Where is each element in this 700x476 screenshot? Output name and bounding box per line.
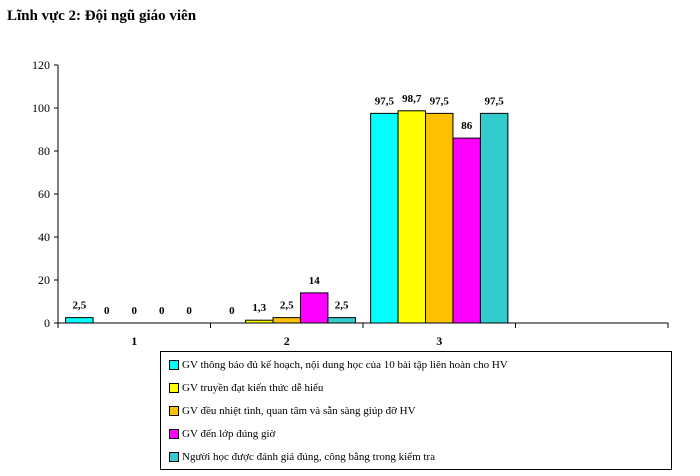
y-tick-label: 60 — [38, 187, 50, 201]
legend-item: GV thông báo đủ kế hoạch, nội dung học c… — [169, 356, 508, 374]
bar — [370, 112, 399, 324]
data-label: 0 — [104, 305, 110, 317]
data-label: 86 — [461, 120, 473, 132]
bar — [272, 317, 301, 324]
legend-label: GV thông báo đủ kế hoạch, nội dung học c… — [182, 359, 508, 371]
y-tick-label: 40 — [38, 230, 50, 244]
bar — [245, 319, 274, 324]
legend-item: Người học được đánh giá đúng, công bằng … — [169, 448, 435, 466]
data-label: 1,3 — [252, 302, 266, 314]
data-label: 0 — [229, 305, 235, 317]
data-label: 2,5 — [335, 300, 349, 312]
bar-chart: 0 20 40 60 80 100 120 1 2 3 2,5 0 0 0 0 0 1,3 2,5 14 2,5 97,… — [32, 58, 669, 348]
bar — [397, 110, 427, 324]
x-category-label: 1 — [131, 334, 137, 348]
x-category-label: 2 — [284, 334, 290, 348]
legend-item: GV đều nhiệt tình, quan tâm và sẵn sàng … — [169, 402, 416, 420]
bar — [479, 112, 509, 324]
data-label: 98,7 — [402, 93, 422, 105]
data-label: 14 — [309, 275, 321, 287]
legend-item: GV đến lớp đúng giờ — [169, 425, 275, 443]
x-category-label: 3 — [436, 334, 442, 348]
bar — [425, 112, 454, 324]
y-tick-label: 100 — [32, 101, 50, 115]
y-tick-label: 120 — [32, 58, 50, 72]
legend-swatch — [169, 406, 179, 416]
legend-swatch — [169, 360, 179, 370]
data-label: 0 — [186, 305, 192, 317]
legend-swatch — [169, 429, 179, 439]
bar — [299, 292, 329, 324]
data-label: 97,5 — [430, 95, 450, 107]
legend-label: GV truyền đạt kiến thức dễ hiểu — [182, 382, 324, 394]
bar — [327, 317, 356, 324]
legend-item: GV truyền đạt kiến thức dễ hiểu — [169, 379, 323, 397]
bar — [65, 317, 94, 324]
legend: GV thông báo đủ kế hoạch, nội dung học c… — [160, 351, 672, 470]
legend-swatch — [169, 383, 179, 393]
legend-label: GV đến lớp đúng giờ — [182, 428, 276, 440]
legend-label: Người học được đánh giá đúng, công bằng … — [182, 451, 435, 463]
chart-title: Lĩnh vực 2: Đội ngũ giáo viên — [7, 8, 197, 24]
y-tick-label: 20 — [38, 273, 50, 287]
data-label: 0 — [159, 305, 165, 317]
data-label: 97,5 — [485, 95, 505, 107]
y-tick-label: 80 — [38, 144, 50, 158]
bar — [452, 137, 481, 324]
y-tick-label: 0 — [44, 316, 50, 330]
data-label: 0 — [132, 305, 138, 317]
data-label: 97,5 — [375, 95, 395, 107]
legend-swatch — [169, 452, 179, 462]
data-label: 2,5 — [72, 300, 86, 312]
legend-label: GV đều nhiệt tình, quan tâm và sẵn sàng … — [182, 405, 416, 417]
data-label: 2,5 — [280, 300, 294, 312]
